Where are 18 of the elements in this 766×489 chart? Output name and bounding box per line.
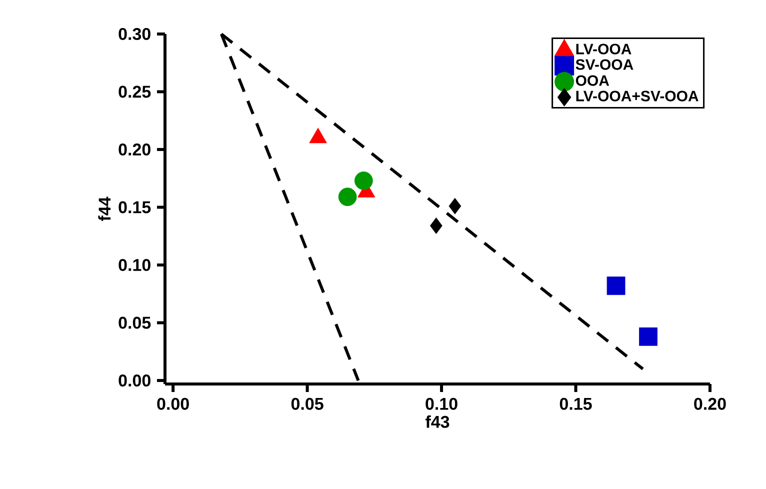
y-tick-label: 0.05 bbox=[118, 316, 151, 329]
y-tick-label: 0.20 bbox=[118, 143, 150, 156]
legend-label: SV-OOA bbox=[576, 59, 634, 70]
x-tick-label: 0.20 bbox=[694, 398, 726, 410]
x-tick-label: 0.00 bbox=[157, 398, 189, 410]
y-tick-label: 0.15 bbox=[118, 201, 151, 214]
x-tick-label: 0.10 bbox=[426, 398, 458, 410]
y-tick-label: 0.25 bbox=[118, 86, 151, 98]
x-axis-title: f43 bbox=[426, 415, 450, 428]
legend-label: LV-OOA+SV-OOA bbox=[576, 90, 698, 102]
x-tick-label: 0.05 bbox=[291, 398, 324, 410]
y-tick-label: 0.10 bbox=[118, 258, 150, 272]
legend-label: OOA bbox=[576, 75, 610, 86]
x-tick-label: 0.15 bbox=[560, 398, 592, 410]
legend-label: LV-OOA bbox=[576, 44, 632, 54]
y-axis-title: f44 bbox=[98, 196, 111, 221]
y-tick-label: 0.00 bbox=[118, 374, 150, 387]
y-tick-label: 0.30 bbox=[118, 28, 150, 40]
